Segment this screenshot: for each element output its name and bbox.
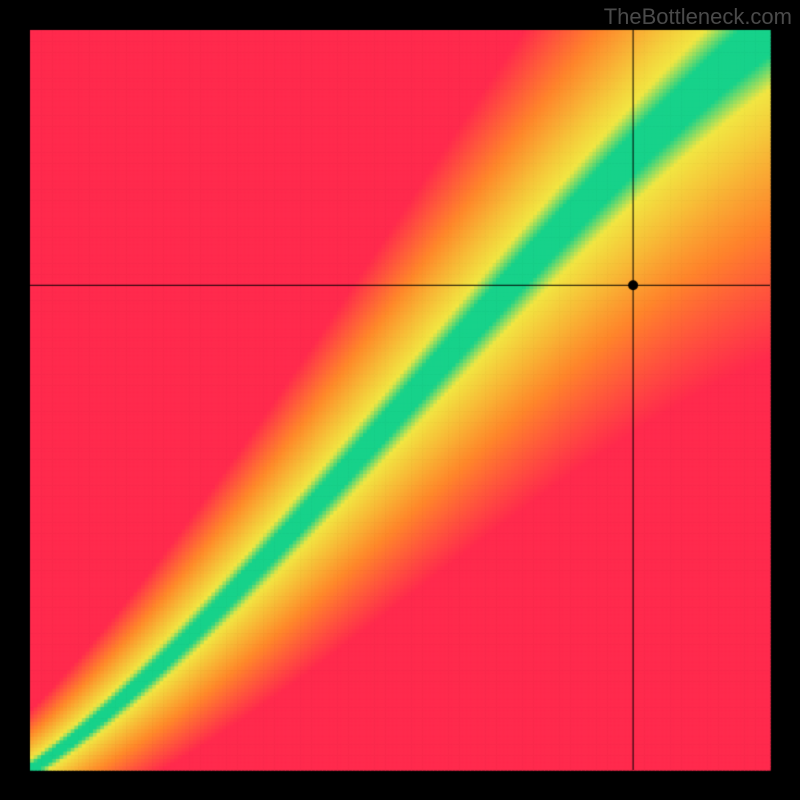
bottleneck-heatmap <box>0 0 800 800</box>
watermark-text: TheBottleneck.com <box>604 4 792 30</box>
chart-container: TheBottleneck.com <box>0 0 800 800</box>
